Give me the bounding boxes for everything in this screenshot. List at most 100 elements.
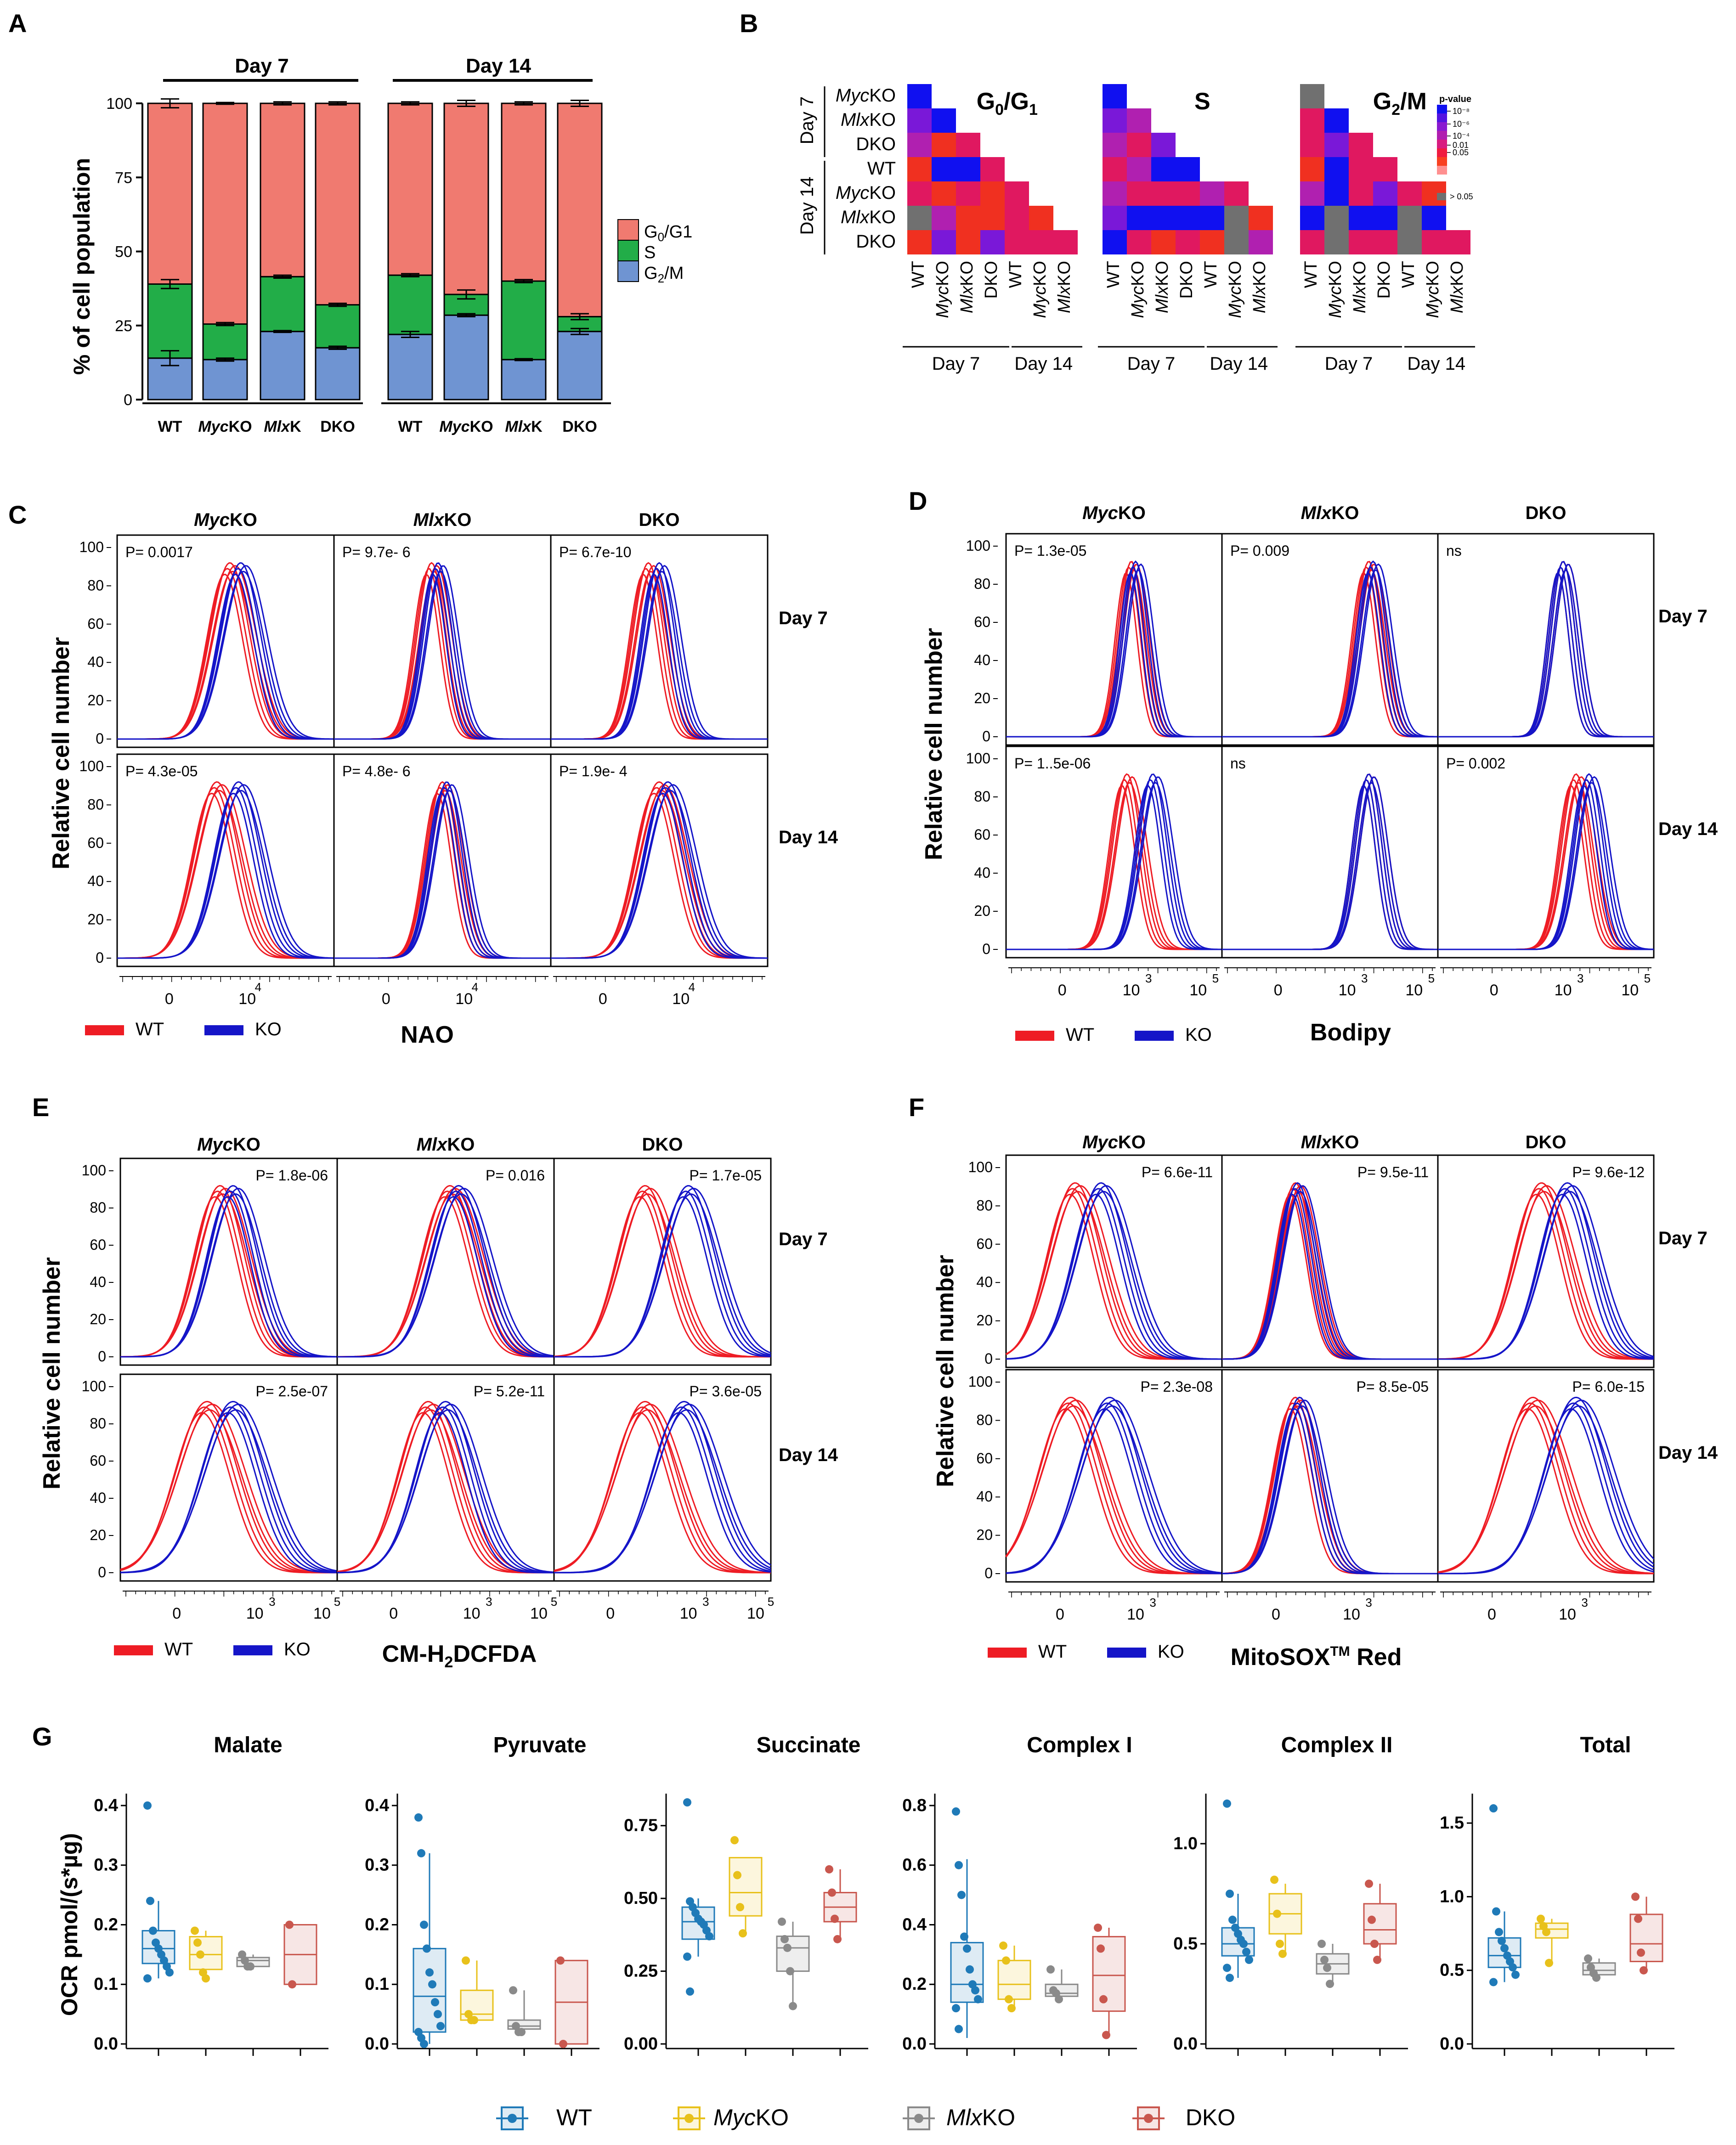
- panel-g-point: [509, 1986, 517, 1995]
- flow-xtick-label: 0: [1490, 982, 1499, 999]
- flow-ytick-label: 0: [98, 1348, 106, 1365]
- panel-g-point: [1365, 1880, 1373, 1888]
- panel-b-legend-tick-label: 10⁻⁶: [1453, 119, 1470, 129]
- flow-column-header: MlxKO: [413, 510, 472, 530]
- panel-b-heatmap-cell: [1127, 133, 1151, 157]
- panel-g-ytick-label: 0.6: [902, 1856, 927, 1875]
- panel-b-heatmap-cell: [907, 230, 932, 254]
- panel-letter-f: F: [909, 1093, 924, 1122]
- panel-a-bar-segment: [387, 102, 433, 276]
- panel-b-col-label: WT: [1399, 261, 1418, 288]
- flow-histogram-box: [1437, 533, 1655, 746]
- flow-pvalue: P= 9.5e-11: [1357, 1164, 1429, 1180]
- panel-b-heatmap-cell: [1103, 84, 1127, 108]
- panel-a-bar-segment: [202, 323, 248, 361]
- legend-s-swatch: [617, 240, 639, 261]
- panel-g-point: [1326, 1980, 1334, 1988]
- panel-a-category-label: DKO: [562, 418, 597, 435]
- flow-ytick-label: 80: [974, 788, 990, 805]
- flow-xtick-label: 5: [1428, 971, 1435, 985]
- flow-histogram-curve: [1438, 1400, 1655, 1575]
- panel-b-heatmap-cell: [1176, 206, 1200, 230]
- panel-b-heatmap-cell: [1300, 133, 1324, 157]
- panel-b-legend-gradient: [1437, 148, 1447, 157]
- flow-ytick-label: 20: [974, 903, 990, 919]
- panel-g-point: [202, 1974, 210, 1983]
- panel-b-matrix-title: S: [1194, 88, 1210, 115]
- panel-b-heatmap-cell: [1373, 206, 1397, 230]
- panel-b-col-label: MycKO: [1326, 261, 1345, 318]
- flow-ytick-label: 80: [974, 576, 990, 592]
- flow-histogram-curve: [554, 1403, 771, 1574]
- flow-ytick-label: 60: [976, 1236, 993, 1252]
- panel-b-heatmap-cell: [932, 108, 956, 133]
- panel-b-row-label: MlxKO: [841, 207, 896, 227]
- flow-ytick-label: 100: [966, 750, 990, 767]
- panel-g-box: [997, 1959, 1031, 2000]
- panel-b-heatmap-cell: [1103, 157, 1127, 181]
- panel-g-point: [1046, 1965, 1055, 1974]
- panel-g-point: [1545, 1959, 1553, 1967]
- panel-b-heatmap-cell: [1349, 230, 1373, 254]
- panel-g-point: [425, 1968, 434, 1977]
- panel-g-point: [1492, 1907, 1500, 1916]
- flow-xtick-label: 3: [1361, 971, 1368, 985]
- panel-b-col-label: MycKO: [1226, 261, 1245, 318]
- panel-b-legend-gradient: [1437, 157, 1447, 166]
- panel-b-heatmap-cell: [1224, 181, 1249, 206]
- panel-g-box: [1535, 1922, 1569, 1939]
- panel-b-heatmap-cell: [1103, 206, 1127, 230]
- panel-b-legend-ns-swatch: [1437, 193, 1446, 200]
- panel-b-matrix-title: G0/G1: [977, 88, 1038, 119]
- flow-pvalue: P= 1.9e- 4: [559, 763, 628, 779]
- flow-histogram-curve: [1222, 563, 1438, 738]
- flow-ylabel: Relative cell number: [39, 1257, 65, 1490]
- flow-histogram-curve: [1437, 1400, 1654, 1574]
- flow-ytick-label: 60: [90, 1452, 106, 1469]
- flow-xlabel: Bodipy: [1310, 1019, 1391, 1046]
- flow-ytick-label: 40: [90, 1490, 106, 1506]
- panel-b-col-label: WT: [1006, 261, 1025, 288]
- panel-g-subplot-title: Pyruvate: [493, 1733, 587, 1757]
- panel-a-ytick-label: 0: [124, 391, 132, 409]
- panel-g-point: [143, 1974, 152, 1983]
- panel-b-heatmap-cell: [907, 206, 932, 230]
- panel-b-heatmap-cell: [1029, 230, 1053, 254]
- panel-g-legend-dot: [914, 2114, 923, 2123]
- panel-a-bar-segment: [387, 274, 433, 335]
- flow-ytick-label: 100: [79, 758, 104, 774]
- flow-histogram-curve: [1006, 1185, 1222, 1360]
- panel-g-point: [1099, 1995, 1108, 2004]
- panel-b-heatmap-cell: [932, 206, 956, 230]
- flow-column-header: MycKO: [1082, 1132, 1146, 1152]
- flow-ytick-label: 40: [87, 873, 104, 889]
- flow-histogram-curve: [120, 1403, 337, 1574]
- panel-b-heatmap-cell: [1446, 230, 1470, 254]
- panel-b-col-label: MlxKO: [1250, 261, 1269, 313]
- flow-column-header: MycKO: [197, 1135, 260, 1155]
- flow-histogram-box: [550, 534, 769, 748]
- panel-b-heatmap-cell: [1422, 230, 1446, 254]
- panel-g-point: [966, 1965, 974, 1974]
- panel-b-heatmap-cell: [1300, 206, 1324, 230]
- panel-b-row-label: DKO: [856, 134, 896, 154]
- panel-g-point: [288, 1980, 296, 1989]
- panel-b-heatmap-cell: [932, 181, 956, 206]
- panel-b-heatmap-cell: [956, 157, 980, 181]
- panel-b-heatmap-cell: [1053, 230, 1078, 254]
- panel-b-heatmap-cell: [907, 133, 932, 157]
- panel-g-point: [786, 1967, 794, 1976]
- flow-histogram-curve: [117, 784, 334, 959]
- panel-g-point: [739, 1929, 747, 1938]
- panel-a-ytick-label: 25: [115, 317, 132, 335]
- panel-a-group-day14: Day 14: [466, 55, 531, 77]
- flow-legend-ko-swatch: [204, 1025, 243, 1035]
- panel-g-point: [143, 1801, 152, 1810]
- panel-b-heatmap-cell: [907, 181, 932, 206]
- panel-b-col-group-day14: Day 14: [1014, 354, 1073, 374]
- flow-xtick-label: 3: [1581, 1596, 1588, 1609]
- flow-pvalue: P= 6.6e-11: [1142, 1164, 1213, 1180]
- flow-xtick-label: 5: [1212, 971, 1219, 985]
- flow-histogram-box: [553, 1373, 772, 1582]
- flow-column-header: DKO: [639, 510, 680, 530]
